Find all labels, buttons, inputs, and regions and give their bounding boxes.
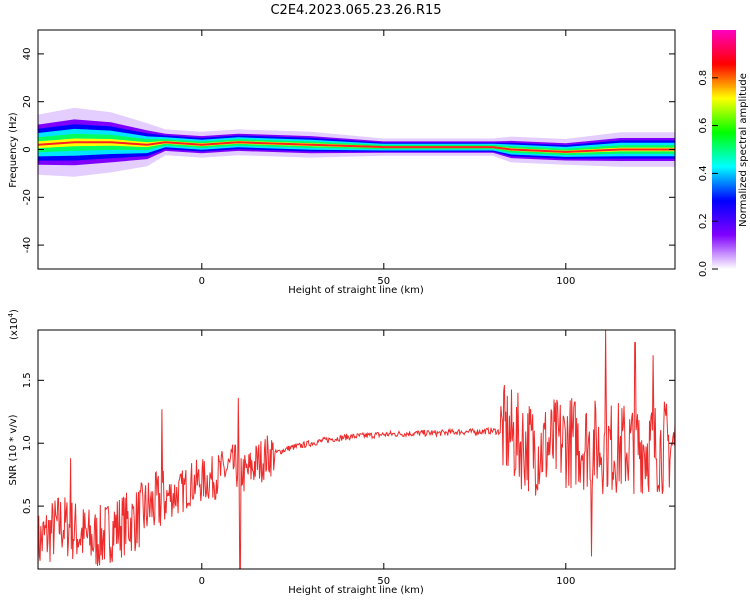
snr-y-tick-label: 1.0 [22,435,33,451]
snr-y-ticks: 0.5 1.0 1.5 [22,372,675,514]
spectrogram-y-tick-label: 20 [22,95,33,108]
snr-x-tick-label: 50 [377,576,390,587]
spectrogram-y-ticks: -40 -20 0 20 40 [22,48,675,253]
spectrogram-y-tick-label: 40 [22,48,33,61]
colorbar: 0.0 0.2 0.4 0.6 0.8 Normalized spectral ampl… [698,30,749,277]
snr-frame [37,329,676,570]
spectrogram-x-axis-label: Height of straight line (km) [288,285,424,296]
colorbar-tick-label: 0.6 [698,118,709,134]
spectrogram-y-tick-label: -40 [22,237,33,253]
spectrogram-panel: 0 50 100 -40 -20 0 20 40 Height of straight li… [8,29,676,296]
snr-series-line [38,330,675,569]
spectrogram-y-axis-label: Frequency (Hz) [8,112,19,188]
snr-panel: 0 50 100 0.5 1.0 1.5 Height of straight line… [7,309,676,596]
colorbar-tick-label: 0.2 [698,213,709,229]
colorbar-label: Normalized spectral amplitude [738,73,749,227]
spectrogram-x-ticks: 0 50 100 [199,30,575,287]
spectrogram-y-tick-label: 0 [22,146,33,152]
colorbar-ticks: 0.0 0.2 0.4 0.6 0.8 [698,70,718,277]
spectrogram-x-tick-label: 50 [377,276,390,287]
snr-y-multiplier-exp: 4 [7,312,15,317]
spectrogram-x-tick-label: 100 [556,276,575,287]
snr-y-tick-label: 0.5 [22,498,33,514]
snr-y-multiplier-close: ) [9,309,20,313]
figure-title: C2E4.2023.065.23.26.R15 [270,3,441,18]
colorbar-gradient [712,30,736,269]
spectrogram-y-tick-label: -20 [22,189,33,205]
snr-x-axis-label: Height of straight line (km) [288,585,424,596]
snr-x-ticks: 0 50 100 [199,330,575,587]
colorbar-tick-label: 0.4 [698,165,709,181]
snr-y-multiplier-base: (x10 [9,317,20,340]
snr-y-tick-label: 1.5 [22,372,33,388]
spectrogram-x-tick-label: 0 [199,276,205,287]
spectrogram-ridge [38,107,675,177]
colorbar-tick-label: 0.8 [698,70,709,86]
snr-x-tick-label: 100 [556,576,575,587]
snr-y-multiplier: (x104) [7,309,20,340]
colorbar-tick-label: 0.0 [698,261,709,277]
snr-y-axis-label: SNR (10 * v/v) [8,414,19,485]
ridge-core [38,141,675,153]
snr-x-tick-label: 0 [199,576,205,587]
